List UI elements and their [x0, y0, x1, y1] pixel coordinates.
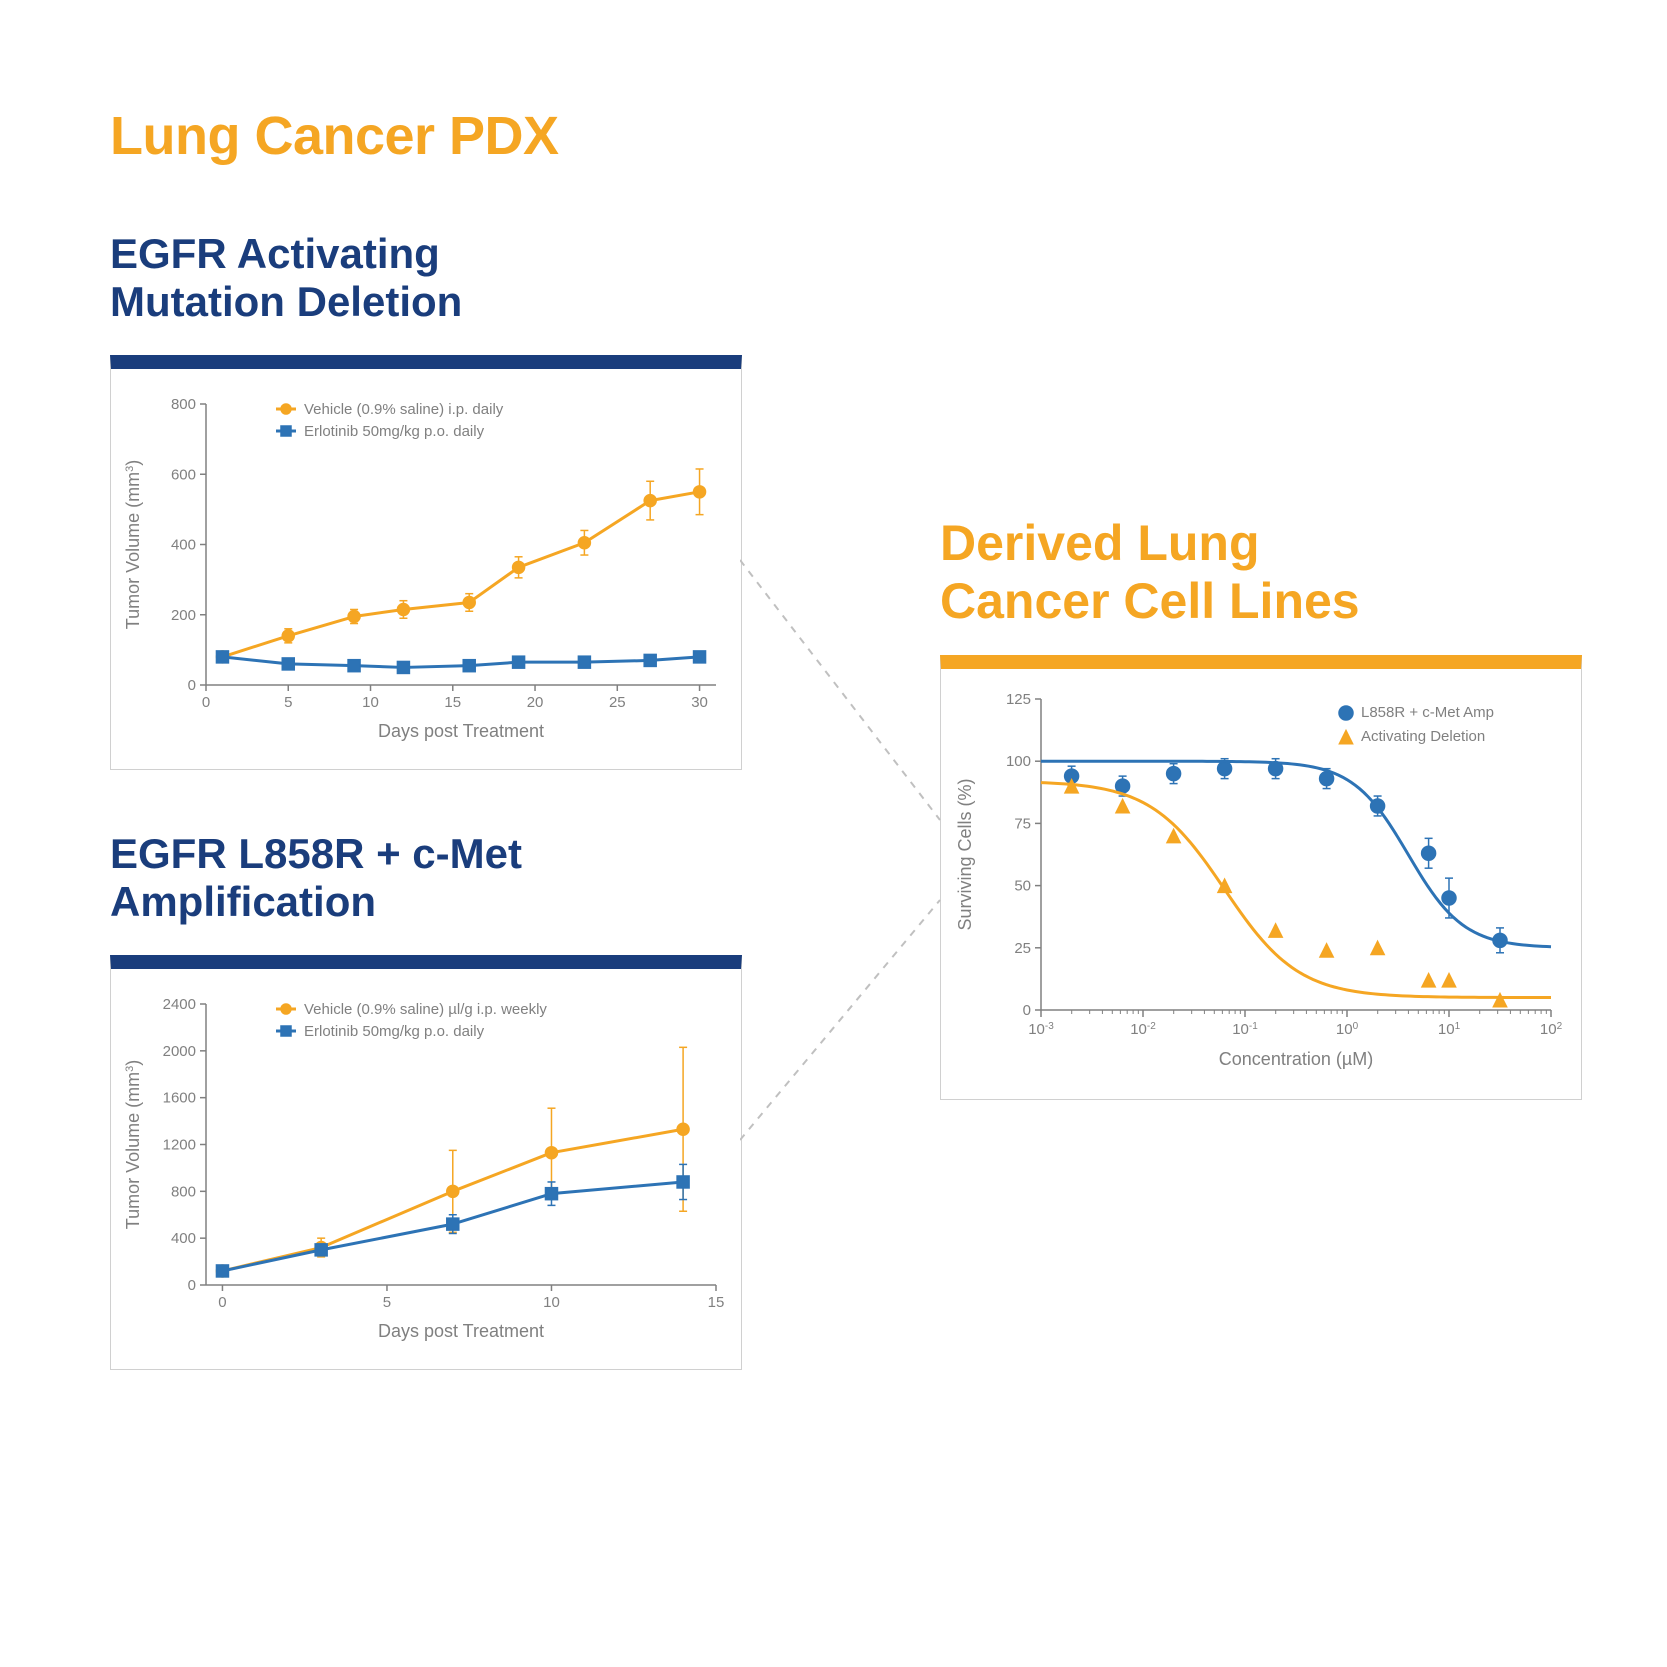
- svg-text:0: 0: [1023, 1002, 1031, 1019]
- svg-text:25: 25: [1014, 940, 1031, 957]
- chart3-title-text: Derived LungCancer Cell Lines: [940, 515, 1360, 629]
- svg-text:101: 101: [1438, 1021, 1461, 1039]
- svg-text:5: 5: [284, 694, 292, 711]
- svg-text:0: 0: [218, 1294, 226, 1311]
- svg-text:0: 0: [188, 677, 196, 694]
- svg-text:Tumor Volume (mm3): Tumor Volume (mm3): [123, 1060, 143, 1229]
- chart3-title: Derived LungCancer Cell Lines: [940, 515, 1360, 630]
- svg-text:100: 100: [1336, 1021, 1359, 1039]
- svg-text:Erlotinib 50mg/kg p.o. daily: Erlotinib 50mg/kg p.o. daily: [304, 1023, 485, 1040]
- svg-text:50: 50: [1014, 878, 1031, 895]
- chart1-svg: 0 200 400 600 800 0 5 10 15 20 25 30 Days post Treat…: [111, 369, 741, 755]
- svg-text:15: 15: [444, 694, 461, 711]
- svg-text:10-3: 10-3: [1028, 1021, 1054, 1039]
- svg-text:Vehicle (0.9% saline) µl/g i.p: Vehicle (0.9% saline) µl/g i.p. weekly: [304, 1001, 547, 1018]
- svg-text:L858R + c-Met Amp: L858R + c-Met Amp: [1361, 704, 1494, 721]
- svg-text:30: 30: [691, 694, 708, 711]
- svg-text:400: 400: [171, 537, 196, 554]
- connector-lines: [740, 500, 950, 1200]
- svg-text:Vehicle (0.9% saline) i.p. dai: Vehicle (0.9% saline) i.p. daily: [304, 401, 504, 418]
- main-title: Lung Cancer PDX: [110, 105, 559, 167]
- svg-text:2000: 2000: [163, 1043, 196, 1060]
- chart3-svg: 0 25 50 75 100 125 10-3 10-2 10-1 100 101 102 Concen…: [941, 669, 1581, 1085]
- svg-text:Surviving Cells (%): Surviving Cells (%): [955, 778, 975, 930]
- chart2-title: EGFR L858R + c-MetAmplification: [110, 830, 522, 927]
- svg-text:1200: 1200: [163, 1137, 196, 1154]
- svg-text:Tumor Volume (mm3): Tumor Volume (mm3): [123, 460, 143, 629]
- svg-text:102: 102: [1540, 1021, 1563, 1039]
- svg-text:100: 100: [1006, 753, 1031, 770]
- chart2-title-text: EGFR L858R + c-MetAmplification: [110, 830, 522, 925]
- svg-text:0: 0: [188, 1277, 196, 1294]
- svg-text:Concentration (µM): Concentration (µM): [1219, 1049, 1373, 1069]
- svg-text:Days post Treatment: Days post Treatment: [378, 721, 544, 741]
- chart1-title-text: EGFR ActivatingMutation Deletion: [110, 230, 462, 325]
- chart2-panel: 0 400 800 1200 1600 2000 2400 0 5 10 15 Days post T…: [110, 955, 742, 1370]
- svg-text:1600: 1600: [163, 1090, 196, 1107]
- chart1-title: EGFR ActivatingMutation Deletion: [110, 230, 462, 327]
- svg-text:10-2: 10-2: [1130, 1021, 1156, 1039]
- chart1-panel: 0 200 400 600 800 0 5 10 15 20 25 30 Days post Treat…: [110, 355, 742, 770]
- svg-text:2400: 2400: [163, 996, 196, 1013]
- svg-text:10: 10: [543, 1294, 560, 1311]
- svg-text:20: 20: [527, 694, 544, 711]
- svg-text:200: 200: [171, 607, 196, 624]
- svg-text:15: 15: [708, 1294, 725, 1311]
- chart2-svg: 0 400 800 1200 1600 2000 2400 0 5 10 15 Days post T…: [111, 969, 741, 1355]
- svg-text:Erlotinib 50mg/kg p.o. daily: Erlotinib 50mg/kg p.o. daily: [304, 423, 485, 440]
- chart3-panel: 0 25 50 75 100 125 10-3 10-2 10-1 100 101 102 Concen…: [940, 655, 1582, 1100]
- svg-text:400: 400: [171, 1230, 196, 1247]
- svg-text:Activating Deletion: Activating Deletion: [1361, 728, 1485, 745]
- svg-text:800: 800: [171, 1183, 196, 1200]
- svg-text:10-1: 10-1: [1232, 1021, 1258, 1039]
- svg-text:10: 10: [362, 694, 379, 711]
- svg-text:600: 600: [171, 466, 196, 483]
- svg-text:25: 25: [609, 694, 626, 711]
- svg-text:75: 75: [1014, 815, 1031, 832]
- svg-text:Days post Treatment: Days post Treatment: [378, 1321, 544, 1341]
- svg-text:125: 125: [1006, 691, 1031, 708]
- svg-text:0: 0: [202, 694, 210, 711]
- svg-text:5: 5: [383, 1294, 391, 1311]
- svg-text:800: 800: [171, 396, 196, 413]
